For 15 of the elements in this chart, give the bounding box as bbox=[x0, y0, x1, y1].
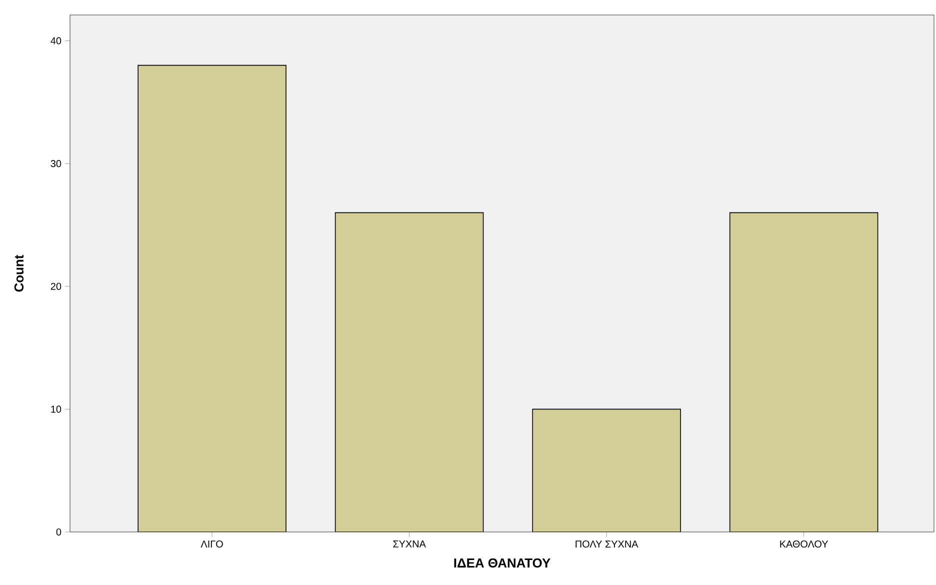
x-tick-label: ΠΟΛΥ ΣΥΧΝΑ bbox=[576, 540, 638, 548]
y-tick-label: 0 bbox=[56, 528, 62, 536]
y-axis-title: Count bbox=[14, 254, 24, 292]
y-tick-label: 40 bbox=[50, 37, 62, 44]
bar bbox=[532, 408, 681, 532]
bar bbox=[729, 212, 878, 532]
y-tick-label: 10 bbox=[51, 406, 62, 413]
x-tick-label: ΣΥΧΝΑ bbox=[393, 540, 426, 548]
bar bbox=[334, 212, 484, 532]
bar bbox=[138, 65, 286, 532]
y-tick-label: 30 bbox=[50, 160, 62, 168]
x-axis-title: ΙΔΕΑ ΘΑΝΑΤΟΥ bbox=[454, 558, 550, 568]
y-tick-label: 20 bbox=[50, 282, 62, 290]
x-tick-label: ΛΙΓΟ bbox=[200, 540, 223, 548]
x-tick-label: ΚΑΘΟΛΟΥ bbox=[780, 540, 828, 548]
